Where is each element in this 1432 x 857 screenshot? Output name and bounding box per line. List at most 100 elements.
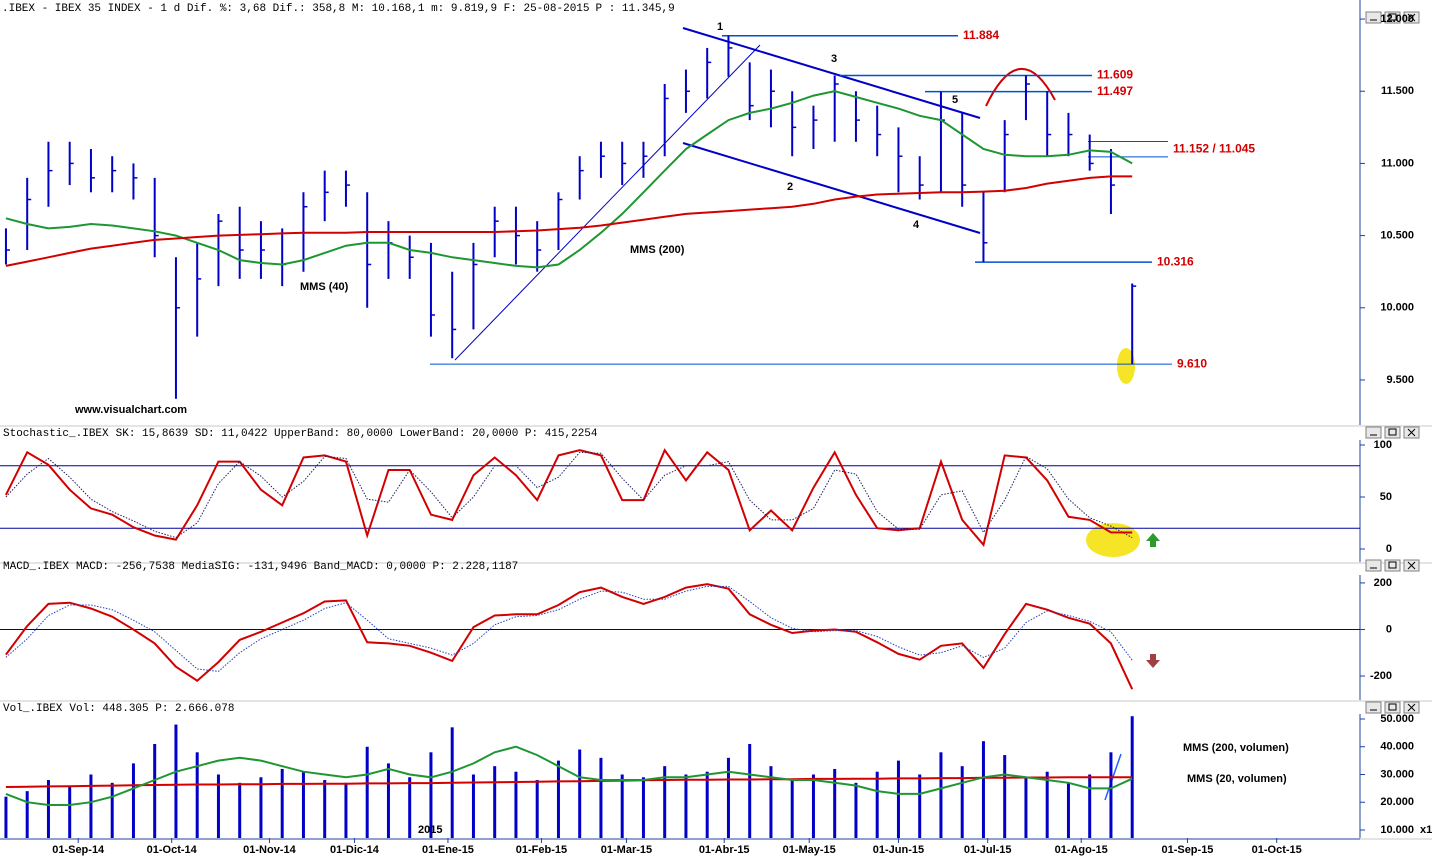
annotation: 3	[831, 53, 837, 65]
volume-bar	[726, 757, 730, 838]
volume-bar	[1109, 752, 1113, 838]
volume-bar	[365, 746, 369, 838]
level-label: 11.884	[963, 28, 999, 42]
y-tick-label: 100	[1374, 439, 1392, 451]
volume-bar	[641, 777, 645, 838]
panel-name: MACD_.IBEX	[3, 561, 69, 573]
volume-bar	[323, 780, 327, 838]
window-button[interactable]	[1384, 11, 1401, 24]
volume-bar	[4, 796, 8, 838]
y-tick-label: 10.000	[1380, 824, 1414, 836]
x-tick-label: 01-May-15	[783, 844, 836, 856]
y-tick-label: 0	[1386, 623, 1392, 635]
series-label: MMS (200, volumen)	[1183, 742, 1289, 754]
panel-info: SK: 15,8639 SD: 11,0422 UpperBand: 80,00…	[116, 428, 598, 440]
x-tick-label: 01-Oct-14	[147, 844, 198, 856]
y-tick-label: 12.000	[1380, 13, 1414, 25]
volume-bar	[1003, 755, 1007, 838]
volume-bar	[216, 774, 220, 838]
volume-bar	[599, 757, 603, 838]
series-line	[5, 451, 1133, 539]
series-label: MMS (20, volumen)	[1187, 773, 1287, 785]
volume-bar	[493, 766, 497, 838]
x-tick-label: 01-Mar-15	[601, 844, 652, 856]
y-tick-label: 11.500	[1381, 85, 1414, 97]
y-tick-label: 50	[1380, 491, 1392, 503]
volume-bar	[854, 782, 858, 838]
price-label: P : 11.345,9	[596, 3, 675, 15]
y-tick-label: 0	[1386, 543, 1392, 555]
level-label: 11.152 / 11.045	[1173, 141, 1255, 155]
annotation: 4	[913, 219, 920, 231]
volume-bar	[811, 774, 815, 838]
volume-bar	[833, 768, 837, 838]
series-line	[5, 175, 1133, 267]
volume-bar	[514, 771, 518, 838]
annotation: 2	[787, 181, 793, 193]
window-button[interactable]	[1384, 559, 1401, 572]
volume-bar	[918, 774, 922, 838]
window-icon	[1407, 13, 1416, 22]
panel-name: Vol_.IBEX	[3, 703, 63, 715]
volume-bar	[578, 749, 582, 838]
x-tick-label: 01-Oct-15	[1252, 844, 1302, 856]
annotation: 1	[717, 21, 723, 33]
window-button[interactable]	[1365, 701, 1382, 714]
volume-bar	[748, 743, 752, 838]
annotation: www.visualchart.com	[74, 404, 187, 416]
series-label: MMS (200)	[630, 244, 685, 256]
window-button[interactable]	[1365, 426, 1382, 439]
level-label: 10.316	[1157, 254, 1194, 268]
series-line	[5, 448, 1133, 547]
x-tick-label: 01-Feb-15	[516, 844, 567, 856]
level-label: 11.497	[1097, 84, 1133, 98]
window-button[interactable]	[1365, 559, 1382, 572]
window-button[interactable]	[1365, 11, 1382, 24]
down-arrow	[1146, 654, 1160, 668]
annotation: 5	[952, 94, 958, 106]
panel-title: .IBEX - IBEX 35 INDEX - 1 d Dif. %: 3,68…	[2, 3, 590, 15]
annotation: 2015	[418, 824, 442, 836]
x-tick-label: 01-Nov-14	[243, 844, 296, 856]
volume-bar	[684, 774, 688, 838]
window-button[interactable]	[1384, 426, 1401, 439]
volume-bar	[238, 782, 242, 838]
volume-bar	[110, 782, 114, 838]
volume-bar	[25, 791, 29, 838]
volume-bar	[1088, 774, 1092, 838]
volume-bar	[556, 760, 560, 838]
volume-bar	[280, 768, 284, 838]
volume-bar	[705, 771, 709, 838]
volume-bar	[981, 741, 985, 838]
volume-bar	[195, 752, 199, 838]
volume-bar	[131, 763, 135, 838]
volume-bar	[939, 752, 943, 838]
x-tick-label: 01-Jul-15	[964, 844, 1012, 856]
panel-info: Vol: 448.305 P: 2.666.078	[69, 703, 234, 715]
series-label: MMS (40)	[300, 281, 349, 293]
up-arrow	[1146, 533, 1160, 547]
level-label: 11.609	[1097, 68, 1133, 82]
trend-line	[682, 27, 981, 119]
x-tick-label: 01-Sep-14	[52, 844, 105, 856]
volume-bar	[1066, 782, 1070, 838]
series-line	[5, 90, 1133, 269]
volume-bar	[301, 771, 305, 838]
volume-bar	[535, 780, 539, 838]
volume-bar	[896, 760, 900, 838]
trend-line	[682, 142, 981, 234]
series-line	[5, 583, 1134, 690]
y-tick-label: 40.000	[1380, 741, 1414, 753]
y-tick-label: 10.000	[1380, 302, 1414, 314]
volume-bar	[620, 774, 624, 838]
window-icon	[1388, 561, 1397, 569]
volume-bar	[68, 785, 72, 838]
highlight	[1117, 348, 1135, 384]
level-label: 9.610	[1177, 356, 1207, 370]
y-tick-label: -200	[1370, 670, 1392, 682]
x-tick-label: 01-Ene-15	[422, 844, 474, 856]
series-line	[5, 585, 1133, 672]
window-button[interactable]	[1384, 701, 1401, 714]
